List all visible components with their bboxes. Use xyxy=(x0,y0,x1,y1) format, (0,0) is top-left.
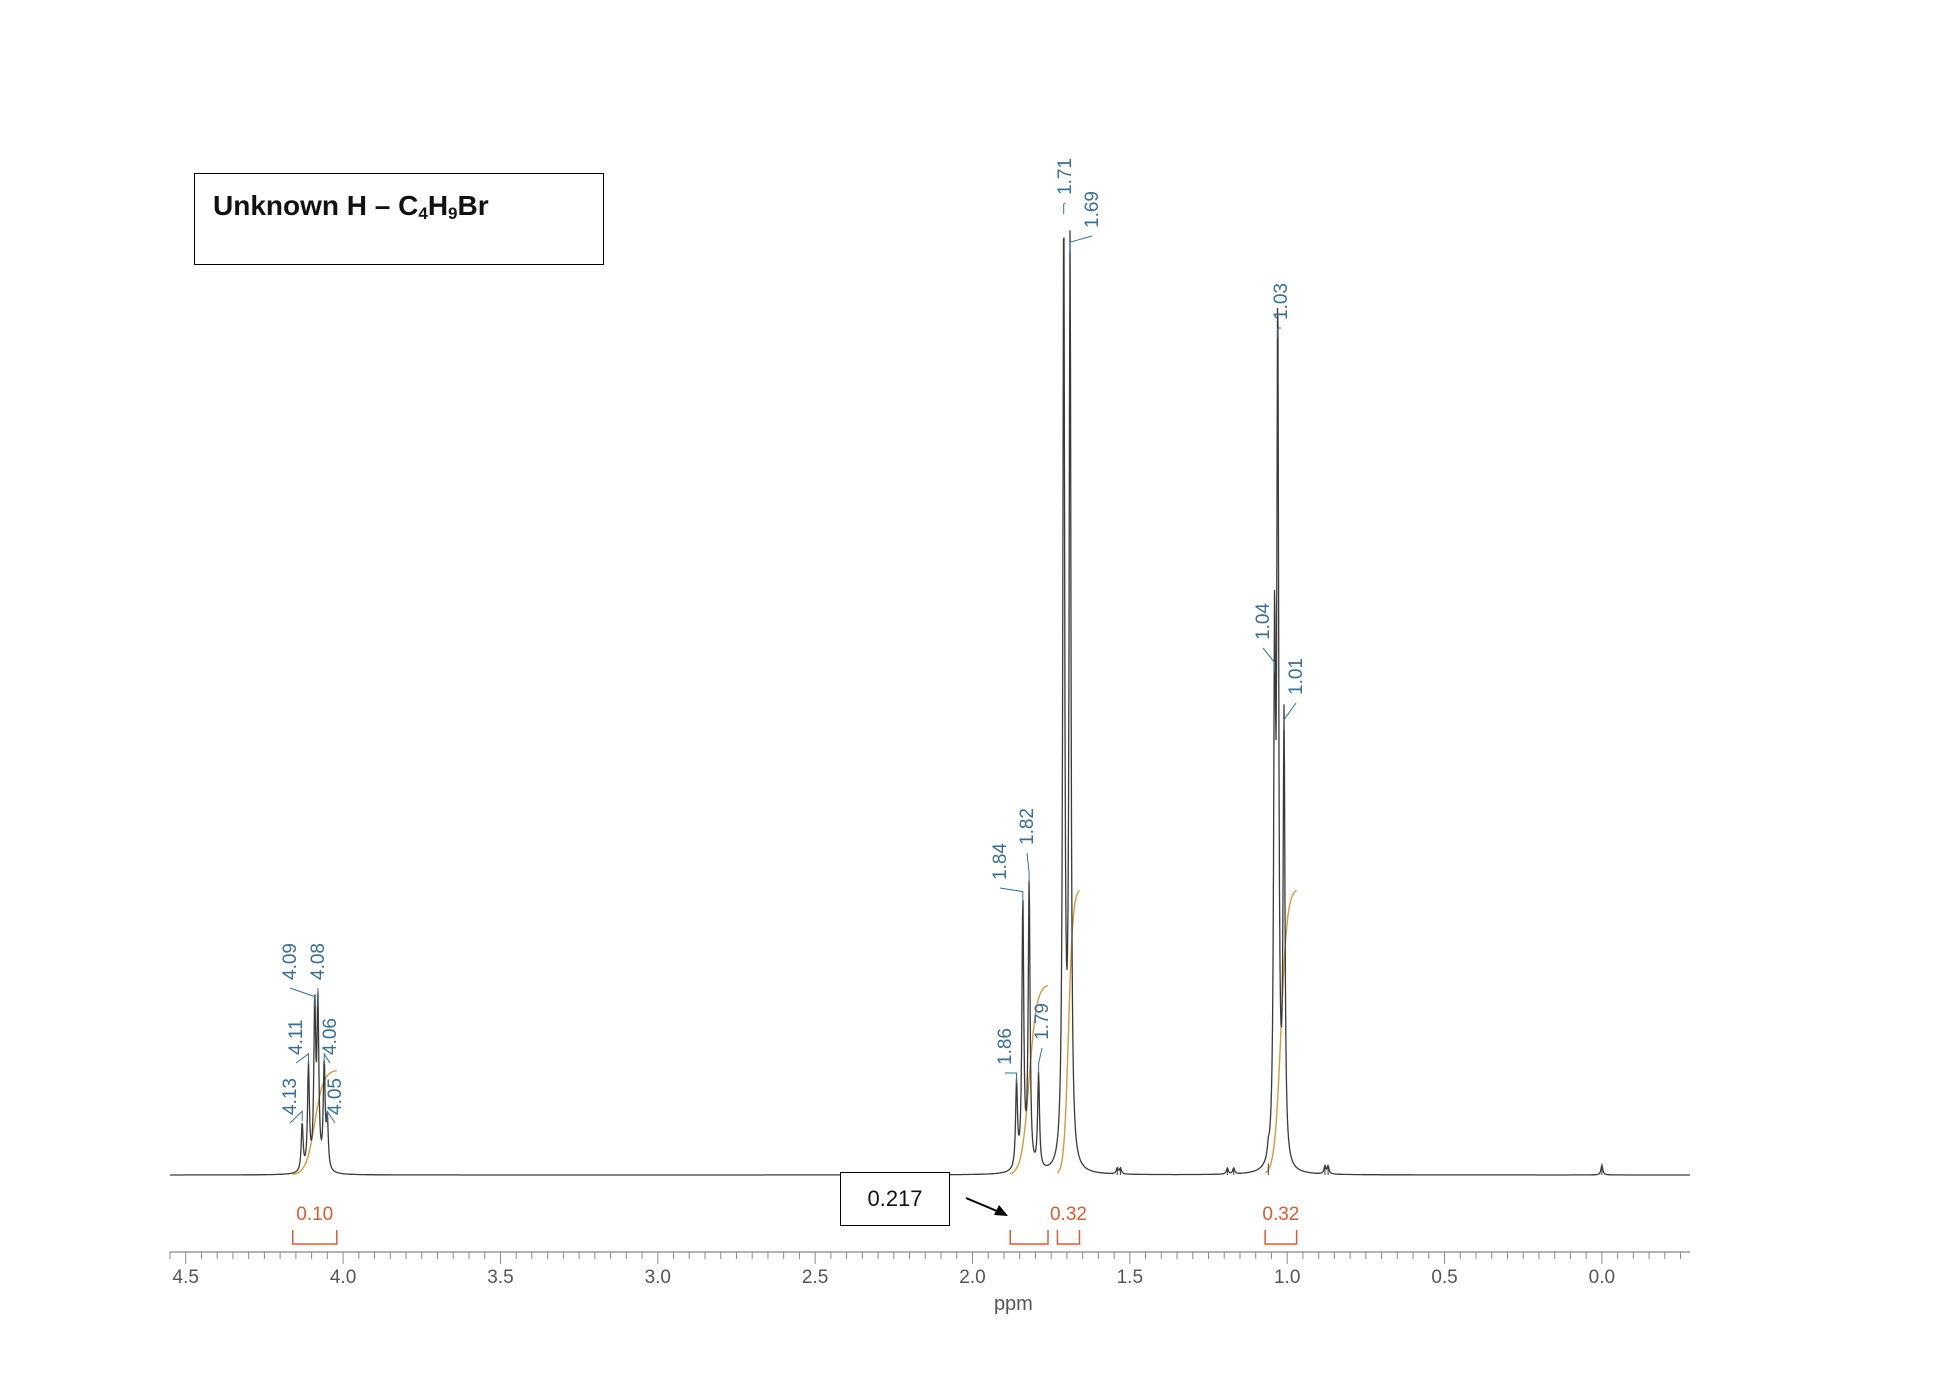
peak-labels: 4.13 4.11 4.09 4.08 4.06 4.05 1.86 1.84 1.82 1.79… xyxy=(280,158,1307,1124)
peak-label-1.04: 1.04 xyxy=(1253,603,1276,673)
integral-callout-value: 0.217 xyxy=(867,1186,923,1211)
integral-bracket: 0.10 xyxy=(291,1204,338,1245)
integral-curve xyxy=(1057,889,1080,1174)
integral-bracket: 0.32 xyxy=(1050,1204,1087,1245)
integral-curves xyxy=(292,889,1297,1175)
integral-bracket: 0.32 xyxy=(1262,1204,1299,1245)
peak-label-text: 1.84 xyxy=(990,843,1011,880)
peak-label-4.13: 4.13 xyxy=(280,1078,303,1124)
peak-label-text: 4.05 xyxy=(325,1078,346,1115)
integral-value: 0.10 xyxy=(296,1204,333,1225)
tick-label: 0.0 xyxy=(1589,1267,1615,1288)
small-peaks xyxy=(1116,1163,1603,1175)
integral-curve xyxy=(1009,984,1049,1175)
title-suffix: Br xyxy=(457,190,489,221)
callout-arrow xyxy=(965,1197,1008,1216)
integral-bracket xyxy=(1009,1230,1049,1245)
title-subscript-carbon: 4 xyxy=(418,204,428,223)
x-axis-title: ppm xyxy=(994,1293,1033,1315)
integral-callout-box: 0.217 xyxy=(840,1172,950,1226)
peak-label-text: 1.79 xyxy=(1032,1003,1053,1040)
tick-label: 2.0 xyxy=(959,1267,985,1288)
peak-label-text: 4.08 xyxy=(308,943,329,980)
peak-label-text: 1.69 xyxy=(1082,191,1103,228)
peak-label-text: 4.09 xyxy=(280,943,301,980)
peak-label-1.84: 1.84 xyxy=(990,843,1024,902)
peak-label-1.71: 1.71 xyxy=(1055,158,1076,214)
integral-curve xyxy=(292,1070,337,1175)
integral-curve xyxy=(1264,889,1297,1174)
spectrum-line xyxy=(170,230,1690,1176)
title-box: Unknown H – C4H9Br xyxy=(194,173,604,265)
peak-label-1.86: 1.86 xyxy=(995,1028,1017,1083)
peak-label-1.82: 1.82 xyxy=(1017,808,1038,883)
integral-brackets: 0.10 0.32 0.32 xyxy=(291,1204,1299,1245)
tick-label: 1.5 xyxy=(1117,1267,1143,1288)
peak-label-text: 1.01 xyxy=(1286,658,1307,695)
title-mid: H xyxy=(427,190,449,221)
peak-label-1.03: 1.03 xyxy=(1271,283,1292,339)
peak-label-text: 1.86 xyxy=(995,1028,1016,1065)
integral-value: 0.32 xyxy=(1050,1204,1087,1225)
peak-label-4.11: 4.11 xyxy=(286,1019,309,1064)
tick-label: 0.5 xyxy=(1431,1267,1457,1288)
peak-label-text: 4.11 xyxy=(286,1019,307,1055)
x-axis: 4.5 4.0 3.5 3.0 2.5 2.0 1.5 1.0 0.5 0.0 xyxy=(169,1251,1690,1288)
peak-label-4.08: 4.08 xyxy=(308,943,329,1007)
peak-label-1.69: 1.69 xyxy=(1069,191,1103,253)
peak-label-text: 4.06 xyxy=(320,1018,341,1055)
peak-label-4.09: 4.09 xyxy=(280,943,316,1007)
peak-label-4.06: 4.06 xyxy=(320,1018,341,1064)
tick-label: 3.0 xyxy=(645,1267,671,1288)
peak-label-text: 1.03 xyxy=(1271,283,1292,320)
chart-title: Unknown H – C4H9Br xyxy=(213,190,489,224)
title-subscript-hydrogen: 9 xyxy=(448,204,458,223)
tick-label: 4.0 xyxy=(330,1267,356,1288)
peak-label-text: 1.71 xyxy=(1055,158,1076,195)
peak-label-text: 1.04 xyxy=(1253,603,1274,640)
integral-value: 0.32 xyxy=(1262,1204,1299,1225)
title-prefix: Unknown H – C xyxy=(213,190,419,221)
peak-label-1.01: 1.01 xyxy=(1283,658,1307,730)
peak-label-text: 1.82 xyxy=(1017,808,1038,845)
peak-label-1.79: 1.79 xyxy=(1032,1003,1053,1074)
peak-label-text: 4.13 xyxy=(280,1078,301,1115)
tick-label: 2.5 xyxy=(802,1267,828,1288)
peak-label-4.05: 4.05 xyxy=(325,1078,346,1124)
tick-label: 1.0 xyxy=(1274,1267,1300,1288)
tick-label: 3.5 xyxy=(487,1267,513,1288)
tick-label: 4.5 xyxy=(173,1267,199,1288)
